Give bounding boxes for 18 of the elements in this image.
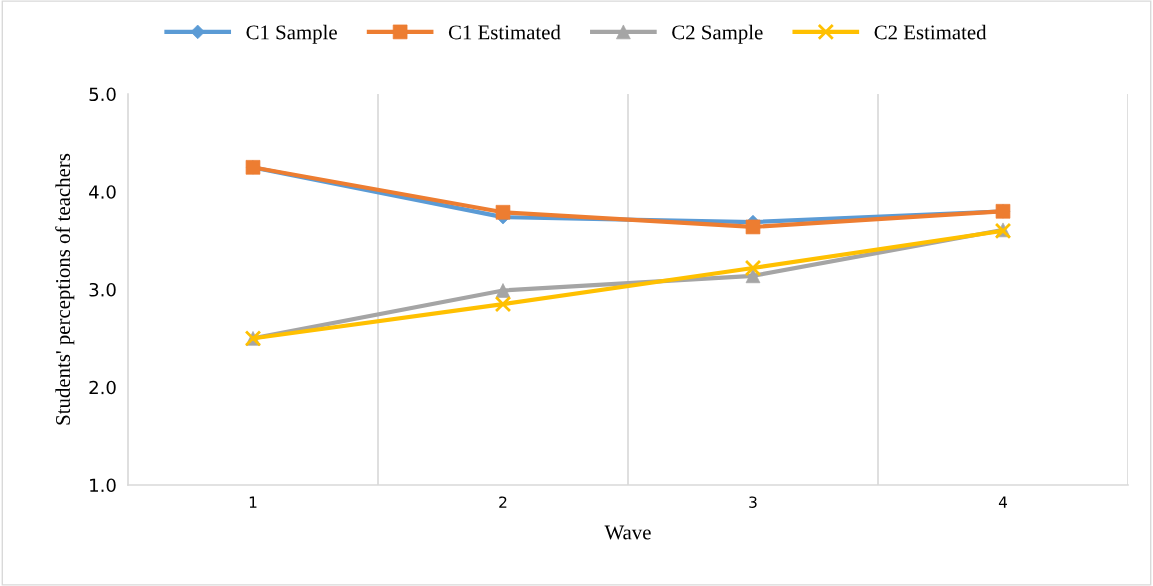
- y-tick-label: 3.0: [89, 282, 116, 297]
- x-tick-label: 2: [499, 496, 507, 508]
- point: [744, 259, 762, 277]
- y-tick-label: 5.0: [89, 87, 116, 102]
- y-tick-label: 2.0: [89, 380, 116, 395]
- y-axis-title: Students' perceptions of teachers: [55, 153, 75, 425]
- point: [495, 204, 511, 220]
- y-tick-label: 1.0: [90, 478, 116, 493]
- legend-label: C1 Estimated: [448, 24, 561, 40]
- x-tick-label: 3: [749, 496, 757, 508]
- x-tick-label: 1: [249, 496, 257, 508]
- y-tick-label: 4.0: [89, 185, 116, 199]
- x-axis-title: Wave: [604, 525, 651, 540]
- legend-label: C2 Estimated: [874, 24, 987, 40]
- point: [494, 295, 512, 313]
- legend-label: C1 Sample: [246, 24, 337, 44]
- x-tick-label: 4: [998, 496, 1007, 508]
- legend-label: C2 Sample: [672, 24, 763, 44]
